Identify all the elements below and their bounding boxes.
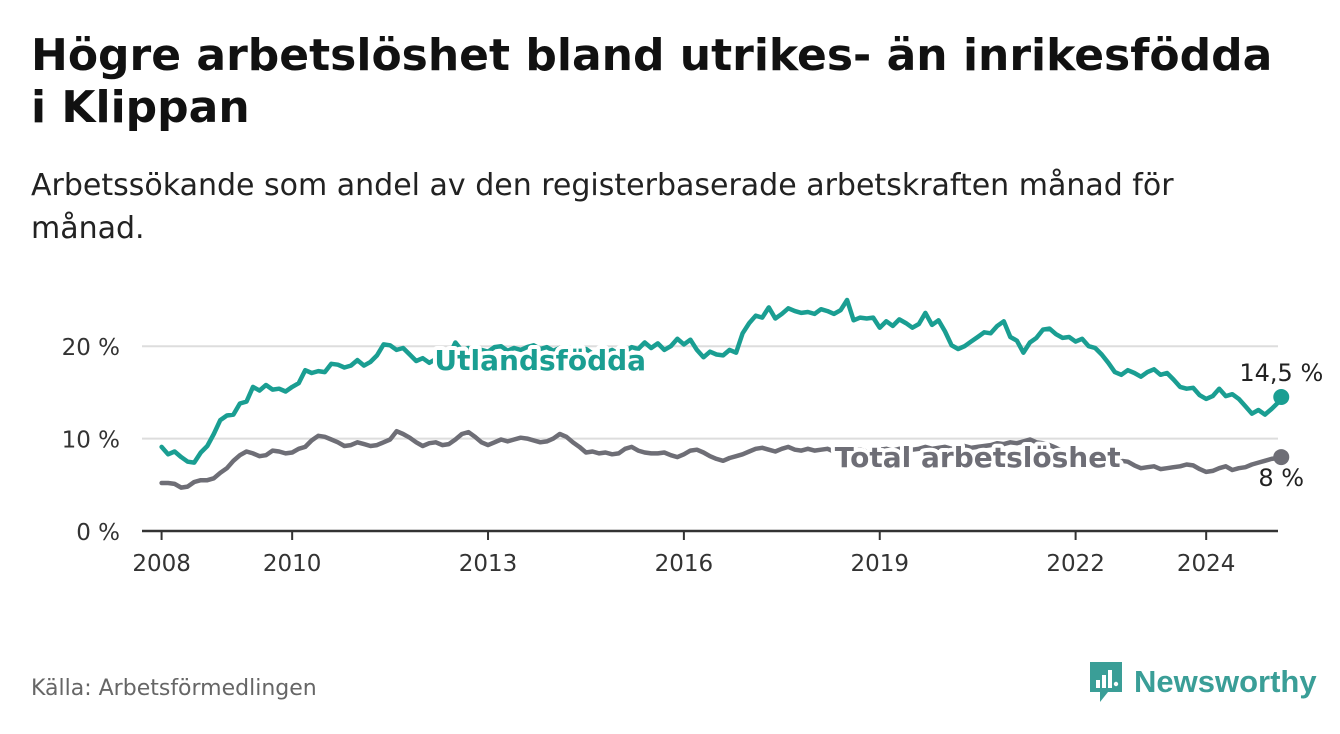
series-line-utlandsfodda <box>159 297 1284 465</box>
x-tick-label: 2010 <box>263 551 322 577</box>
x-tick-label: 2022 <box>1046 551 1105 577</box>
x-axis-ticks: 2008 2010 2013 2016 2019 2022 2024 <box>132 531 1235 577</box>
x-tick-label: 2008 <box>132 551 191 577</box>
series-end-dot-total <box>1273 449 1290 466</box>
x-tick-label: 2016 <box>655 551 714 577</box>
x-tick-label: 2024 <box>1177 551 1236 577</box>
y-tick-label: 10 % <box>62 428 120 454</box>
series-labels: Utlandsfödda Total arbetslöshet 14,5 % 8 % <box>430 340 1323 492</box>
x-tick-label: 2019 <box>850 551 909 577</box>
source-note: Källa: Arbetsförmedlingen <box>31 676 317 701</box>
brand-name: Newsworthy <box>1134 664 1317 699</box>
y-tick-label: 20 % <box>62 335 120 361</box>
series-label-total: Total arbetslöshet <box>835 441 1121 474</box>
y-tick-label: 0 % <box>76 520 120 546</box>
series-end-dot-utlandsfodda <box>1273 389 1290 406</box>
x-tick-label: 2013 <box>459 551 518 577</box>
brand-logo[interactable]: Newsworthy <box>1088 660 1317 704</box>
y-axis-ticks: 0 % 10 % 20 % <box>62 335 120 546</box>
series-label-utlandsfodda: Utlandsfödda <box>434 344 646 377</box>
series-lines <box>159 297 1290 490</box>
end-value-label-utlandsfodda: 14,5 % <box>1239 359 1323 387</box>
chart-subtitle: Arbetssökande som andel av den registerb… <box>31 168 1174 246</box>
newsworthy-logo-icon <box>1090 662 1122 702</box>
series-line-total <box>159 428 1284 490</box>
chart-title: Högre arbetslöshet bland utrikes- än inr… <box>31 30 1273 133</box>
end-value-label-total: 8 % <box>1258 464 1304 492</box>
